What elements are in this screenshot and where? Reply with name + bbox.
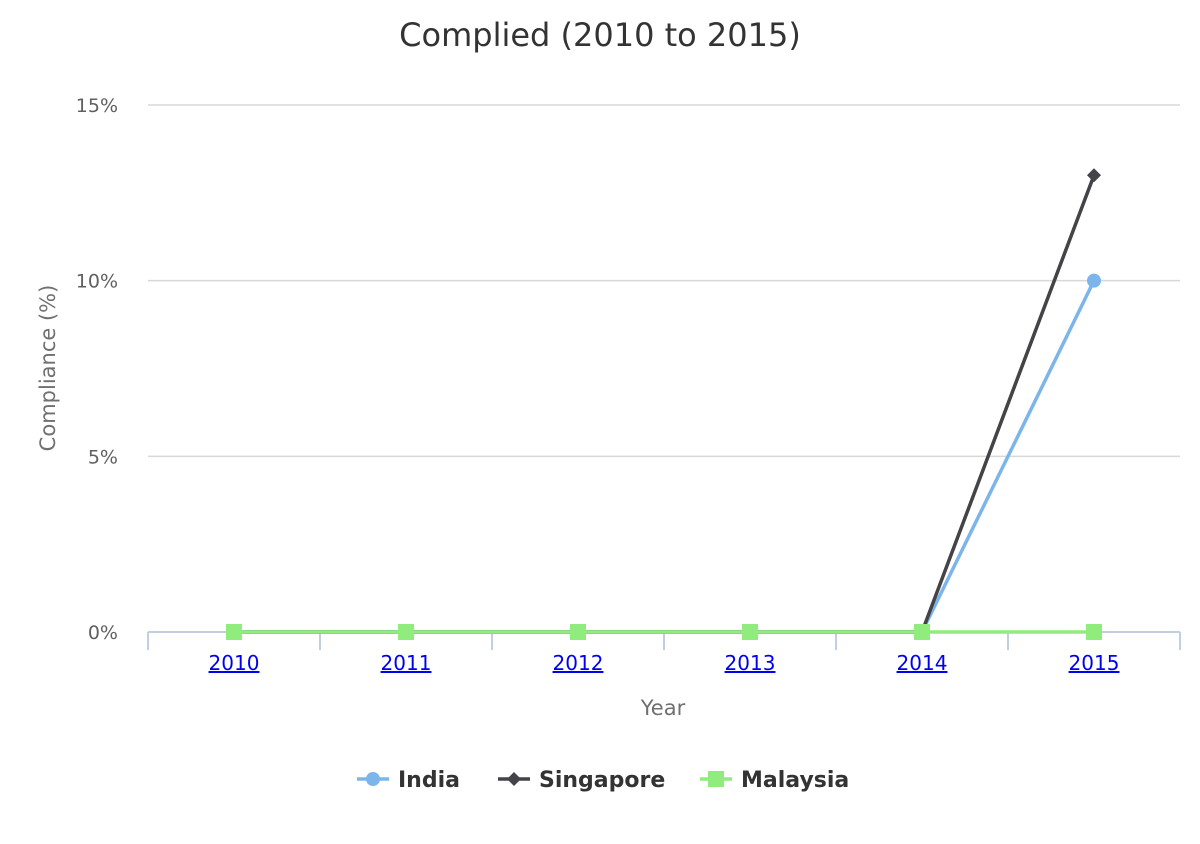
legend-item-india[interactable]: India — [357, 768, 460, 793]
data-point-malaysia[interactable] — [570, 624, 586, 640]
data-point-malaysia[interactable] — [398, 624, 414, 640]
legend-label: Singapore — [539, 768, 665, 793]
series-malaysia — [226, 624, 1102, 640]
series-line-singapore — [232, 173, 1096, 634]
legend-item-singapore[interactable]: Singapore — [498, 768, 665, 793]
x-tick-label-2011[interactable]: 2011 — [381, 651, 432, 675]
series-singapore — [232, 168, 1101, 634]
y-tick-label: 5% — [88, 446, 118, 468]
x-axis-ticks: 2010 2011 2012 2013 2014 2015 — [147, 632, 1181, 675]
series-india — [232, 273, 1101, 634]
data-point-malaysia[interactable] — [1086, 624, 1102, 640]
data-point-malaysia[interactable] — [742, 624, 758, 640]
x-tick-label-2013[interactable]: 2013 — [725, 651, 776, 675]
data-point-malaysia[interactable] — [914, 624, 930, 640]
x-tick-label-2010[interactable]: 2010 — [209, 651, 260, 675]
legend-item-malaysia[interactable]: Malaysia — [700, 768, 849, 793]
x-tick-label-2012[interactable]: 2012 — [553, 651, 604, 675]
y-axis-title: Compliance (%) — [36, 285, 60, 452]
y-tick-label: 0% — [88, 622, 118, 644]
x-tick-label-2014[interactable]: 2014 — [897, 651, 948, 675]
series-group — [226, 168, 1102, 640]
y-axis-ticks: 0% 5% 10% 15% — [76, 95, 118, 644]
gridlines — [148, 104, 1180, 458]
x-tick-label-2015[interactable]: 2015 — [1069, 651, 1120, 675]
data-point-malaysia[interactable] — [226, 624, 242, 640]
data-point-singapore[interactable] — [1087, 168, 1101, 183]
y-tick-label: 15% — [76, 95, 118, 117]
legend-label: Malaysia — [741, 768, 849, 793]
legend-label: India — [398, 768, 460, 793]
legend-marker-square — [708, 771, 724, 787]
y-tick-label: 10% — [76, 271, 118, 293]
legend: India Singapore Malaysia — [357, 768, 849, 793]
data-point-india[interactable] — [1087, 273, 1101, 288]
legend-marker-diamond — [507, 772, 521, 786]
chart-title: Complied (2010 to 2015) — [399, 16, 801, 54]
x-axis-title: Year — [640, 696, 686, 720]
legend-marker-circle — [366, 772, 380, 786]
